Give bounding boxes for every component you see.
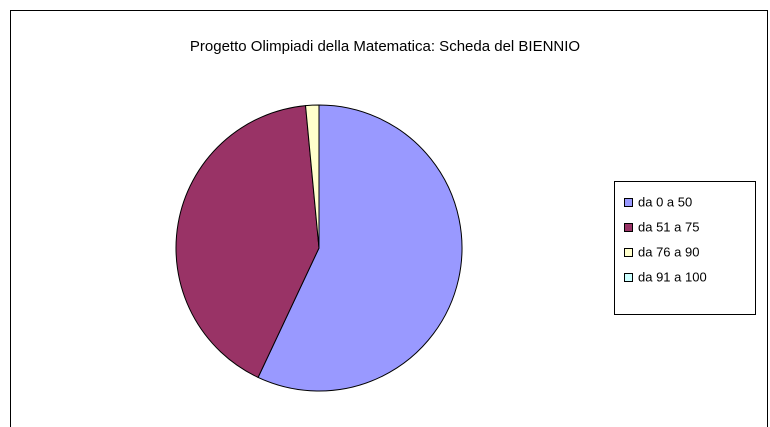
legend-swatch [624,198,633,207]
legend-swatch [624,273,633,282]
legend-label: da 76 a 90 [638,244,699,259]
legend-label: da 0 a 50 [638,194,692,209]
chart-title: Progetto Olimpiadi della Matematica: Sch… [190,38,580,55]
legend-label: da 91 a 100 [638,269,707,284]
pie-slice [304,104,320,249]
legend-swatch [624,248,633,257]
legend-label: da 51 a 75 [638,219,699,234]
pie-slice [175,105,320,379]
legend-box [614,181,756,315]
pie-slice [257,104,463,392]
legend-swatch [624,223,633,232]
